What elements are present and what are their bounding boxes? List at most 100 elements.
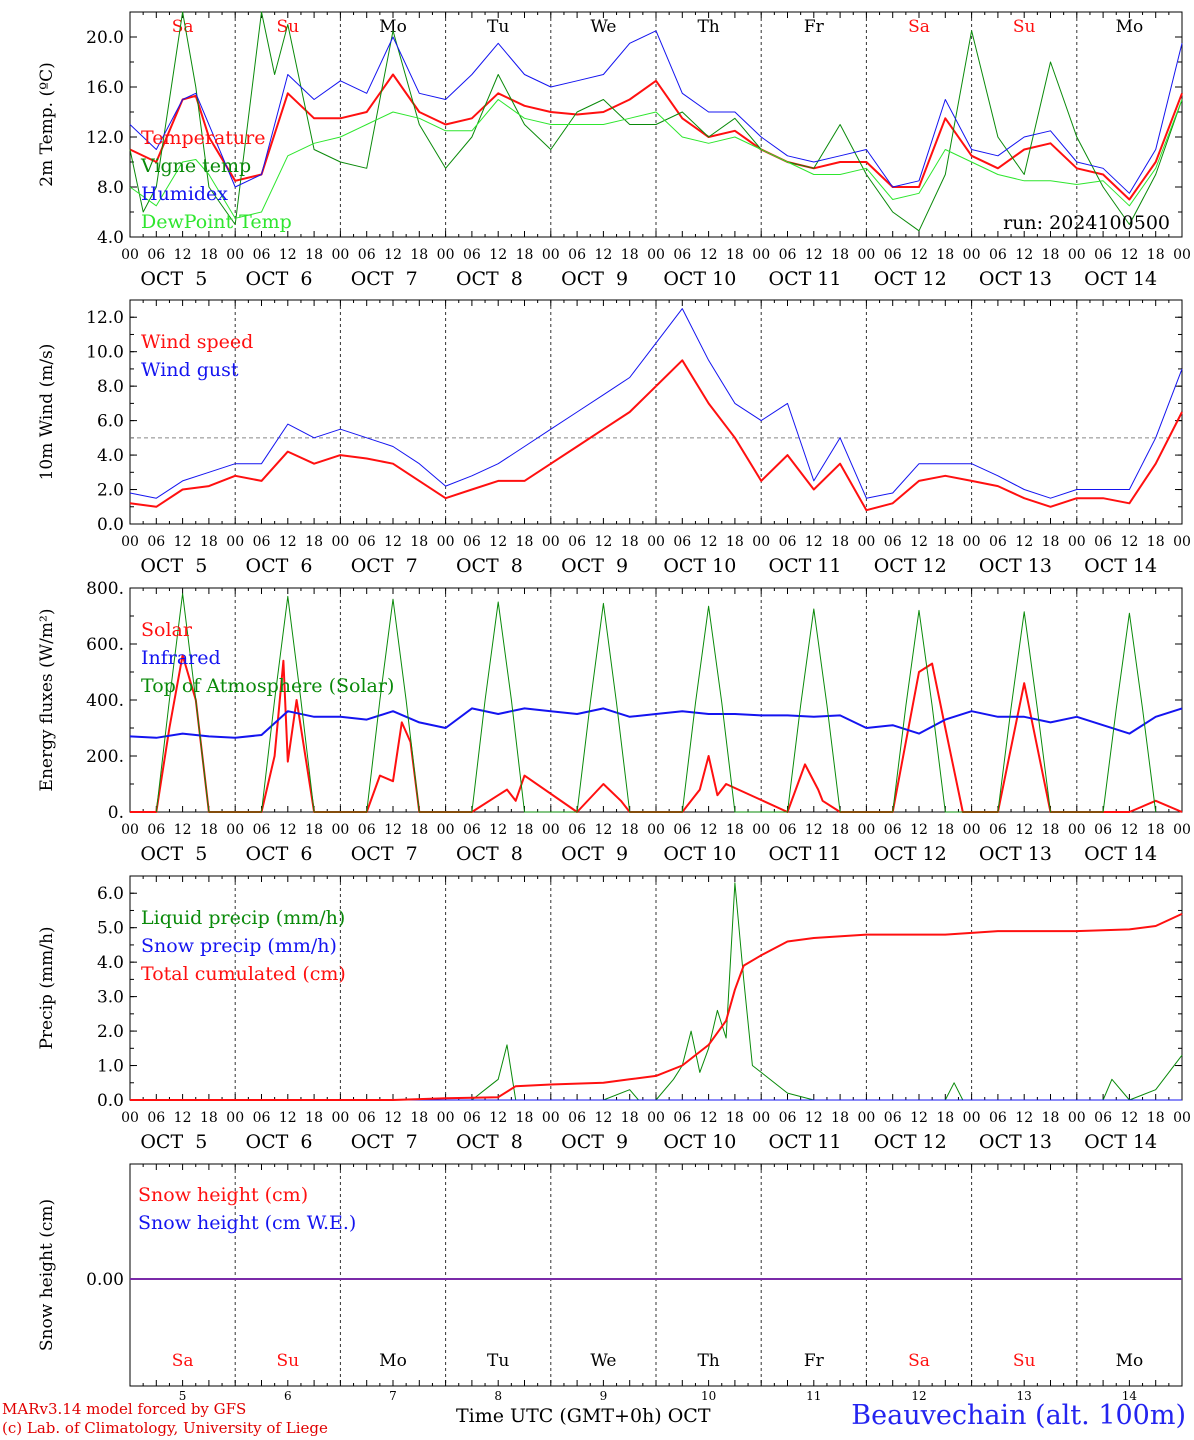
panel-3: 0. 200. 400. 600. 800. Energy fluxes (W/m²) 00… — [37, 579, 1191, 865]
date-label: OCT 13 — [979, 843, 1052, 865]
hour-tick-label: 00 — [647, 1110, 665, 1126]
hour-tick-label: 18 — [1147, 1110, 1165, 1126]
series-line — [130, 654, 1183, 813]
hour-tick-label: 06 — [568, 534, 586, 550]
series-line — [129, 73, 1183, 201]
hour-tick-label: 06 — [147, 1110, 165, 1126]
hour-tick-label: 12 — [910, 822, 928, 838]
hour-tick-label: 06 — [779, 1110, 797, 1126]
hour-tick-label: 00 — [226, 247, 244, 263]
hour-tick-label: 00 — [437, 1110, 455, 1126]
date-label: OCT 5 — [140, 843, 207, 865]
hour-tick-label: 18 — [516, 822, 534, 838]
hour-tick-label: 18 — [831, 247, 849, 263]
hour-tick-label: 06 — [568, 1110, 586, 1126]
hour-tick-label: 06 — [779, 822, 797, 838]
date-label: OCT 12 — [874, 843, 947, 865]
date-label: OCT 6 — [246, 268, 313, 290]
hour-tick-label: 12 — [174, 534, 192, 550]
hour-tick-label: 18 — [305, 1110, 323, 1126]
hour-tick-label: 18 — [621, 1110, 639, 1126]
y-tick-label: 800. — [86, 579, 124, 599]
hour-tick-label: 18 — [1042, 247, 1060, 263]
hour-tick-label: 06 — [568, 247, 586, 263]
hour-tick-label: 06 — [358, 822, 376, 838]
hour-tick-label: 00 — [121, 822, 139, 838]
day-number-label: 14 — [1122, 1389, 1138, 1400]
legend-entry: Snow height (cm W.E.) — [138, 1212, 356, 1234]
date-label: OCT 7 — [351, 268, 418, 290]
hour-tick-label: 06 — [779, 247, 797, 263]
y-tick-label: 1.0 — [97, 1057, 124, 1077]
day-number-label: 9 — [600, 1389, 608, 1400]
run-annotation: run: 2024100500 — [1003, 212, 1170, 234]
y-axis-label: Snow height (cm) — [37, 1199, 57, 1351]
hour-tick-label: 06 — [147, 534, 165, 550]
hour-tick-label: 12 — [174, 822, 192, 838]
hour-tick-label: 00 — [226, 534, 244, 550]
hour-tick-label: 12 — [700, 822, 718, 838]
hour-tick-label: 06 — [147, 822, 165, 838]
hour-tick-label: 18 — [1042, 1110, 1060, 1126]
hour-tick-label: 06 — [147, 247, 165, 263]
panel-frame — [129, 299, 1183, 525]
hour-tick-label: 12 — [489, 822, 507, 838]
legend-entry: Vigne temp — [140, 155, 251, 177]
day-of-week-label: We — [590, 1351, 616, 1371]
hour-tick-label: 12 — [1015, 822, 1033, 838]
hour-tick-label: 00 — [437, 822, 455, 838]
panel-1: 4.0 8.0 12.0 16.0 20.0 2m Temp. (ºC) Sa Su Mo Tu W… — [37, 11, 1191, 290]
hour-tick-label: 18 — [726, 247, 744, 263]
hour-tick-label: 18 — [726, 1110, 744, 1126]
date-label: OCT 12 — [874, 555, 947, 577]
meteogram: 4.0 8.0 12.0 16.0 20.0 2m Temp. (ºC) Sa Su Mo Tu W… — [37, 11, 1191, 1400]
hour-tick-label: 12 — [279, 1110, 297, 1126]
date-label: OCT 12 — [874, 1131, 947, 1153]
hour-tick-label: 12 — [1120, 822, 1138, 838]
date-label: OCT 13 — [979, 1131, 1052, 1153]
y-tick-label: 5.0 — [97, 919, 124, 939]
hour-tick-label: 06 — [673, 247, 691, 263]
station-name: Beauvechain (alt. 100m) — [851, 1400, 1186, 1431]
day-of-week-label: Mo — [379, 17, 407, 37]
date-label: OCT 12 — [874, 268, 947, 290]
series-line — [129, 359, 1183, 512]
hour-tick-label: 06 — [253, 534, 271, 550]
y-tick-label: 4.0 — [97, 446, 124, 466]
hour-tick-label: 18 — [516, 534, 534, 550]
date-label: OCT 6 — [246, 1131, 313, 1153]
legend-entry: Snow precip (mm/h) — [141, 935, 337, 957]
hour-tick-label: 06 — [358, 247, 376, 263]
model-credit: MARv3.14 model forced by GFS — [2, 1400, 247, 1418]
hour-tick-label: 00 — [963, 247, 981, 263]
hour-tick-label: 18 — [726, 534, 744, 550]
y-tick-label: 12.0 — [86, 128, 124, 148]
hour-tick-label: 00 — [647, 247, 665, 263]
hour-tick-label: 18 — [305, 822, 323, 838]
hour-tick-label: 06 — [673, 1110, 691, 1126]
y-tick-label: 8.0 — [97, 178, 124, 198]
hour-tick-label: 18 — [831, 1110, 849, 1126]
y-tick-label: 2.0 — [97, 481, 124, 501]
hour-tick-label: 06 — [884, 534, 902, 550]
hour-tick-label: 06 — [989, 1110, 1007, 1126]
legend-entry: Top of Atmosphere (Solar) — [141, 675, 394, 697]
legend-entry: Wind speed — [141, 331, 253, 353]
hour-tick-label: 12 — [279, 534, 297, 550]
hour-tick-label: 00 — [437, 534, 455, 550]
y-tick-label: 20.0 — [86, 28, 124, 48]
hour-tick-label: 06 — [989, 247, 1007, 263]
hour-tick-label: 12 — [1120, 1110, 1138, 1126]
lab-credit: (c) Lab. of Climatology, University of L… — [2, 1419, 328, 1437]
hour-tick-label: 12 — [805, 1110, 823, 1126]
hour-tick-label: 18 — [305, 247, 323, 263]
y-tick-label: 4.0 — [97, 953, 124, 973]
date-label: OCT 14 — [1084, 268, 1157, 290]
hour-tick-label: 00 — [1068, 1110, 1086, 1126]
hour-tick-label: 06 — [989, 534, 1007, 550]
hour-tick-label: 12 — [700, 534, 718, 550]
hour-tick-label: 06 — [1094, 1110, 1112, 1126]
hour-tick-label: 06 — [463, 1110, 481, 1126]
hour-tick-label: 12 — [1015, 534, 1033, 550]
day-number-label: 13 — [1017, 1389, 1032, 1400]
